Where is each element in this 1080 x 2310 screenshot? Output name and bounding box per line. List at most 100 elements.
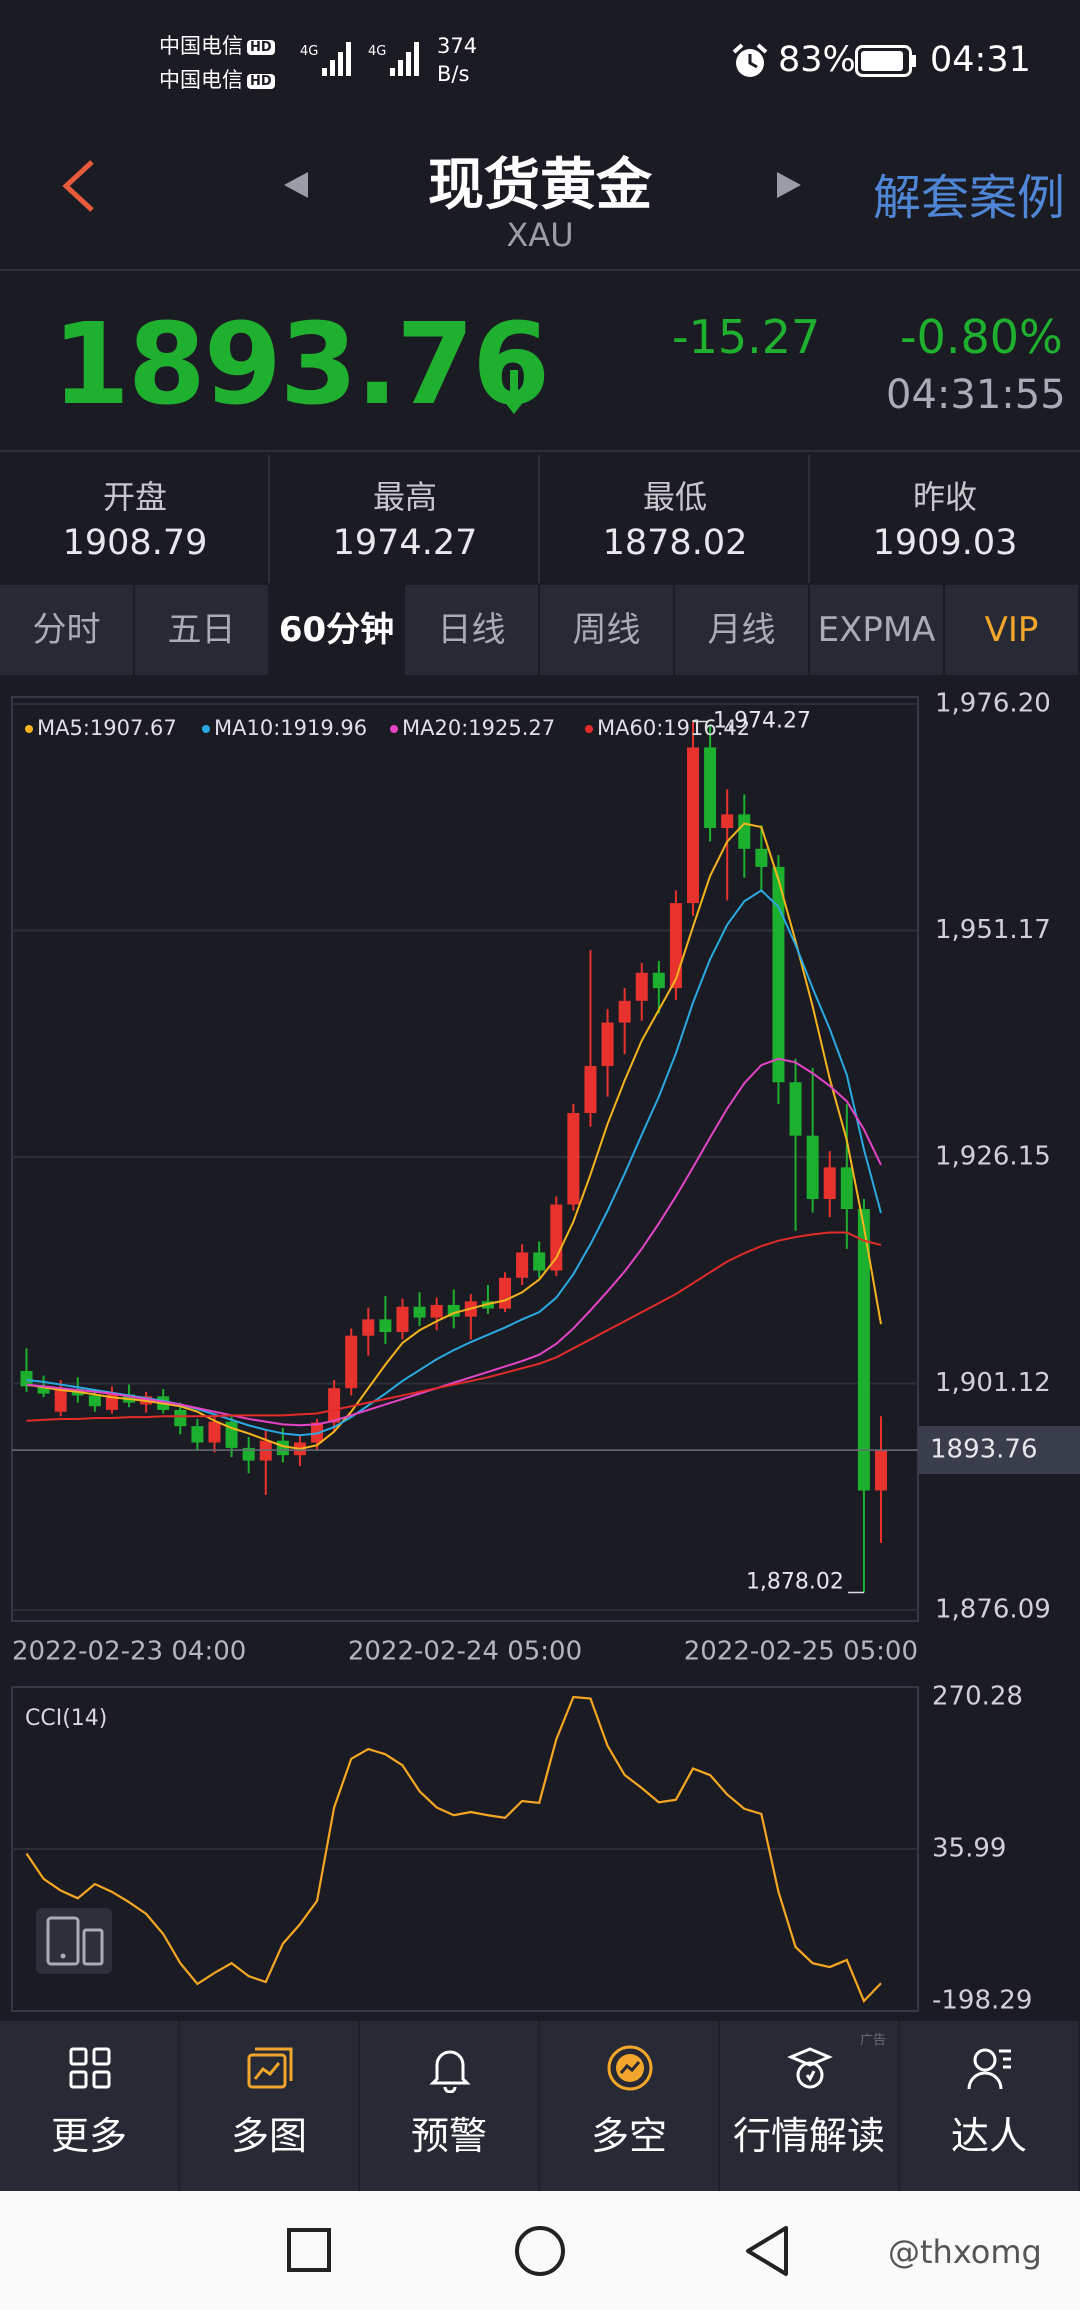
nav-icon bbox=[967, 2048, 1011, 2090]
y-tick-label: 1,926.15 bbox=[935, 1141, 1051, 1171]
candle-body bbox=[806, 1135, 819, 1200]
tab[interactable]: 月线 bbox=[675, 585, 810, 675]
legend-dot bbox=[202, 725, 210, 733]
cci-title: CCI(14) bbox=[25, 1706, 107, 1731]
carrier-1: 中国电信 HD bbox=[159, 30, 275, 60]
candle-body bbox=[550, 1204, 563, 1271]
candle-body bbox=[704, 747, 717, 828]
hd-badge: HD bbox=[247, 39, 275, 55]
carrier-2: 中国电信 HD bbox=[159, 64, 275, 94]
candle-body bbox=[584, 1066, 597, 1114]
candle-body bbox=[430, 1304, 443, 1318]
legend-label: MA5:1907.67 bbox=[37, 716, 177, 740]
net-speed-unit: B/s bbox=[437, 62, 470, 86]
carrier-name: 中国电信 bbox=[159, 68, 243, 92]
hd-badge: HD bbox=[247, 73, 275, 89]
back-nav-button[interactable] bbox=[742, 2224, 792, 2278]
candle-body bbox=[533, 1252, 546, 1271]
candle-body bbox=[687, 747, 700, 904]
layout-toggle[interactable] bbox=[36, 1908, 112, 1974]
nav-item[interactable]: 多图 bbox=[180, 2021, 360, 2191]
recents-button[interactable] bbox=[285, 2226, 335, 2276]
ma-line bbox=[26, 822, 882, 1450]
ma-line bbox=[26, 1057, 882, 1427]
candle-body bbox=[191, 1426, 204, 1443]
candle-body bbox=[875, 1450, 887, 1491]
tab[interactable]: 分时 bbox=[0, 585, 135, 675]
signal-icon bbox=[390, 42, 419, 76]
last-price-tag bbox=[918, 1426, 1080, 1475]
y-tick-label: -198.29 bbox=[932, 1986, 1032, 2016]
y-tick-label: 35.99 bbox=[932, 1834, 1006, 1864]
cci-line bbox=[25, 1695, 882, 2003]
next-button[interactable] bbox=[775, 170, 803, 200]
nav-icon bbox=[607, 2045, 653, 2091]
tab[interactable]: 日线 bbox=[405, 585, 540, 675]
candle-body bbox=[174, 1409, 187, 1427]
tab[interactable]: 周线 bbox=[540, 585, 675, 675]
candle-body bbox=[823, 1167, 836, 1200]
carrier-name: 中国电信 bbox=[159, 34, 243, 58]
y-tick-label: 1,951.17 bbox=[935, 915, 1051, 945]
candle-body bbox=[345, 1335, 358, 1389]
candle-body bbox=[652, 972, 665, 989]
candle-body bbox=[772, 866, 785, 1083]
candle-body bbox=[37, 1386, 50, 1394]
candle-body bbox=[413, 1306, 426, 1318]
net-type: 4G bbox=[300, 44, 319, 59]
tab-selected[interactable]: 60分钟 bbox=[270, 585, 405, 675]
legend-label: MA10:1919.96 bbox=[214, 716, 367, 740]
bottom-nav: 更多 多图 预警 多空 行情解读 广告 达人 bbox=[0, 2021, 1080, 2191]
nav-item[interactable]: 多空 bbox=[540, 2021, 720, 2191]
tab[interactable]: EXPMA bbox=[810, 585, 945, 675]
net-speed: 374 bbox=[437, 34, 478, 58]
candle-body bbox=[840, 1167, 853, 1209]
tab[interactable]: VIP bbox=[945, 585, 1080, 675]
prev-button[interactable] bbox=[282, 170, 310, 200]
y-tick-label: 1,901.12 bbox=[935, 1368, 1051, 1398]
y-tick-label: 270.28 bbox=[932, 1682, 1023, 1712]
candle-body bbox=[54, 1389, 67, 1412]
divider bbox=[808, 455, 810, 583]
signal-icon bbox=[322, 42, 351, 76]
nav-item[interactable]: 更多 bbox=[0, 2021, 180, 2191]
candle-body bbox=[328, 1388, 341, 1423]
divider bbox=[268, 455, 270, 583]
price-chart-frame bbox=[11, 696, 919, 1622]
nav-item[interactable]: 达人 bbox=[900, 2021, 1080, 2191]
header-action[interactable]: 解套案例 bbox=[873, 170, 1066, 226]
candle-body bbox=[738, 814, 751, 849]
nav-icon bbox=[429, 2050, 471, 2093]
tab[interactable]: 五日 bbox=[135, 585, 270, 675]
last-price-label: 1893.76 bbox=[930, 1435, 1038, 1465]
page-title: 现货黄金 bbox=[428, 153, 652, 218]
battery-icon bbox=[855, 45, 916, 77]
candle-body bbox=[721, 814, 734, 828]
price-change: -15.27 bbox=[672, 310, 821, 364]
x-tick-label: 2022-02-23 04:00 bbox=[12, 1637, 246, 1667]
quote-time: 04:31:55 bbox=[886, 372, 1066, 418]
candle-body bbox=[88, 1395, 101, 1407]
nav-label: 预警 bbox=[410, 2114, 487, 2158]
y-tick-label: 1,876.09 bbox=[935, 1595, 1051, 1625]
page-subtitle: XAU bbox=[506, 216, 574, 254]
candle-body bbox=[669, 903, 682, 989]
candle-body bbox=[396, 1306, 409, 1333]
candle-body bbox=[276, 1440, 289, 1456]
x-tick-label: 2022-02-25 05:00 bbox=[684, 1637, 918, 1667]
nav-icon bbox=[787, 2047, 833, 2089]
nav-item[interactable]: 预警 bbox=[360, 2021, 540, 2191]
alarm-icon bbox=[732, 43, 768, 77]
candle-body bbox=[447, 1304, 460, 1317]
stat-label: 最高 bbox=[372, 478, 437, 516]
ma-line bbox=[26, 889, 882, 1437]
home-button[interactable] bbox=[513, 2224, 567, 2278]
annotation-label: 1,974.27 bbox=[713, 708, 811, 733]
candle-body bbox=[499, 1277, 512, 1309]
back-button[interactable] bbox=[58, 158, 98, 214]
nav-item[interactable]: 行情解读 广告 bbox=[720, 2021, 900, 2191]
legend-dot bbox=[390, 725, 398, 733]
nav-icon bbox=[247, 2047, 293, 2089]
stat-value: 1908.79 bbox=[62, 523, 208, 563]
